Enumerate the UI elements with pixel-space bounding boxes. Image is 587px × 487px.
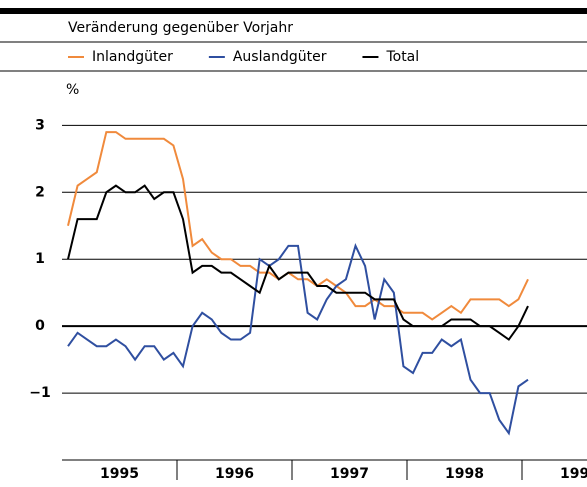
- x-tick-label: 1999: [560, 466, 587, 482]
- x-tick-label: 1997: [330, 466, 369, 482]
- line-series: [67, 184, 529, 341]
- legend-label: Total: [385, 49, 419, 65]
- y-unit: %: [66, 82, 79, 98]
- legend-label: Inlandgüter: [92, 49, 173, 65]
- x-tick-label: 1998: [445, 466, 484, 482]
- y-tick-label: 3: [35, 117, 45, 133]
- legend-label: Auslandgüter: [233, 49, 327, 65]
- line-series: [67, 131, 529, 321]
- y-tick-label: −1: [29, 385, 50, 401]
- y-tick-label: 1: [35, 251, 45, 267]
- x-tick-label: 1996: [215, 466, 254, 482]
- top-rule: [0, 8, 587, 14]
- y-tick-label: 0: [35, 318, 45, 334]
- y-tick-label: 2: [35, 184, 45, 200]
- x-tick-label: 1995: [100, 466, 139, 482]
- line-series: [67, 243, 529, 436]
- subtitle: Veränderung gegenüber Vorjahr: [68, 20, 293, 36]
